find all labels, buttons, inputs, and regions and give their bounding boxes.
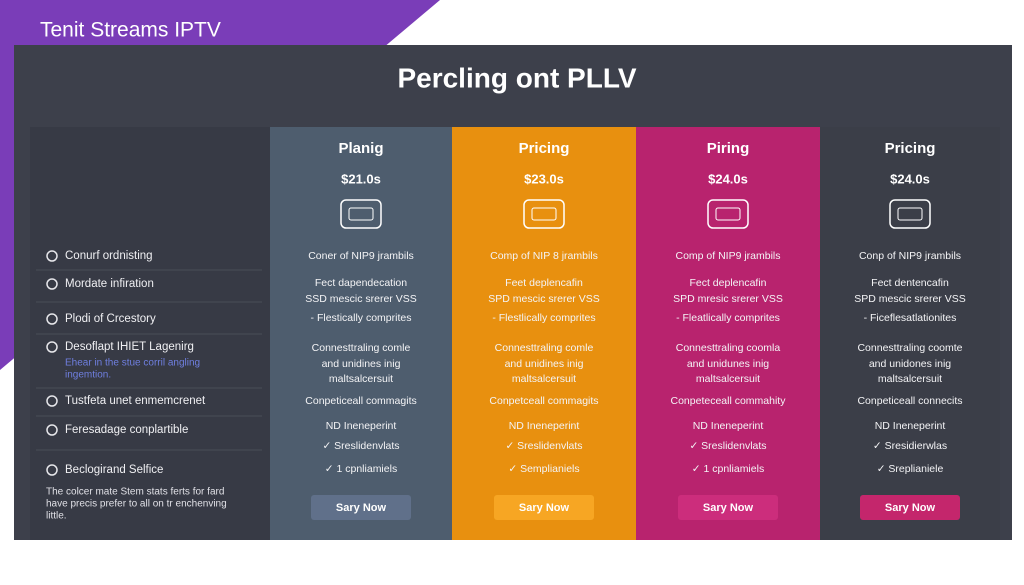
plan-icon <box>340 199 382 229</box>
plan-feature: ND Ineneperint <box>326 420 397 432</box>
plan-feature: maltsalcersuit <box>696 373 760 385</box>
plan-icon-inner <box>348 207 374 221</box>
plan-name: Pricing <box>885 140 936 157</box>
feature-icon <box>46 464 58 476</box>
plan-feature: and unidones inig <box>869 358 951 370</box>
plan-button-label[interactable]: Sary Now <box>519 502 570 514</box>
feature-note: have precis prefer to all on tr enchenvi… <box>46 499 227 510</box>
plan-feature: ND Ineneperint <box>509 420 580 432</box>
plan-icon <box>523 199 565 229</box>
plan-feature: ✓ Sreplianiele <box>877 463 944 475</box>
plan-feature: - Flestlically comprites <box>492 312 595 324</box>
plan-feature: Conpeteceall commahity <box>671 395 787 407</box>
plan-feature: Coner of NIP9 jrambils <box>308 250 414 262</box>
plan-price: $21.0s <box>341 171 381 186</box>
plan-button-label[interactable]: Sary Now <box>885 502 936 514</box>
feature-note: Ehear in the stue corril angling <box>65 358 200 369</box>
plan-button-label[interactable]: Sary Now <box>336 502 387 514</box>
feature-label: Beclogirand Selfice <box>65 464 163 476</box>
plan-feature: ND Ineneperint <box>693 420 764 432</box>
plan-name: Piring <box>707 140 750 157</box>
plan-feature: ND Ineneperint <box>875 420 946 432</box>
plan-column <box>636 127 820 540</box>
plan-feature: ✓ Sreslidenvlats <box>689 440 766 452</box>
plan-feature: SPD mescic srerer VSS <box>488 293 599 305</box>
feature-note: ingemtion. <box>65 370 111 381</box>
feature-icon <box>46 341 58 353</box>
feature-icon <box>46 313 58 325</box>
plan-icon-inner <box>715 207 741 221</box>
plan-button[interactable] <box>860 495 960 520</box>
feature-note: The colcer mate Stem stats ferts for far… <box>46 487 224 498</box>
plan-price: $24.0s <box>708 171 748 186</box>
plan-icon-inner <box>531 207 557 221</box>
plan-feature: and unidines inig <box>505 358 584 370</box>
plan-feature: Feet deplencafin <box>505 277 583 289</box>
plan-price: $24.0s <box>890 171 930 186</box>
feature-icon <box>46 395 58 407</box>
plan-button[interactable] <box>311 495 411 520</box>
plan-feature: Fect dentencafin <box>871 277 949 289</box>
feature-label: Plodi of Crcestory <box>65 313 156 325</box>
pricing-table: Conurf ordnisting Mordate infiration Plodi… <box>36 127 1000 540</box>
plan-feature: Conpeticeall commagits <box>305 395 416 407</box>
plan-feature: SSD mescic srerer VSS <box>305 293 416 305</box>
plan-feature: SPD mescic srerer VSS <box>854 293 965 305</box>
page-title: Percling ont PLLV <box>397 62 636 93</box>
plan-feature: ✓ 1 cpnliamiels <box>325 463 397 475</box>
plan-feature: and unidunes inig <box>687 358 769 370</box>
plan-feature: Conpeticeall connecits <box>857 395 962 407</box>
plan-feature: maltsalcersuit <box>329 373 393 385</box>
plan-feature: maltsalcersuit <box>512 373 576 385</box>
plan-column <box>820 127 1000 540</box>
plan-feature: ✓ 1 cpnliamiels <box>692 463 764 475</box>
plan-feature: ✓ Sreslidenvlats <box>322 440 399 452</box>
plan-feature: Comp of NIP9 jrambils <box>675 250 780 262</box>
plan-feature: Connesttraling comle <box>495 342 594 354</box>
feature-note: little. <box>46 511 67 522</box>
plan-price: $23.0s <box>524 171 564 186</box>
plan-icon-inner <box>897 207 923 221</box>
plan-column <box>452 127 636 540</box>
plan-feature: ✓ Sresidierwlas <box>873 440 947 452</box>
plan-icon <box>707 199 749 229</box>
feature-label: Desoflapt IHIET Lagenirg <box>65 341 194 353</box>
plan-feature: Fect dapendecation <box>315 277 407 289</box>
plan-feature: maltsalcersuit <box>878 373 942 385</box>
plan-icon <box>889 199 931 229</box>
plan-feature: ✓ Sreslidenvlats <box>505 440 582 452</box>
feature-label: Conurf ordnisting <box>65 250 153 262</box>
plan-feature: ✓ Semplianiels <box>508 463 579 475</box>
feature-label: Mordate infiration <box>65 278 154 290</box>
brand: Tenit Streams IPTV <box>40 19 221 42</box>
plan-feature: Conpetceall commagits <box>489 395 598 407</box>
feature-icon <box>46 278 58 290</box>
feature-label: Feresadage conplartible <box>65 424 188 436</box>
plan-feature: SPD mresic srerer VSS <box>673 293 783 305</box>
feature-label: Tustfeta unet enmemcrenet <box>65 395 206 407</box>
plan-button-label[interactable]: Sary Now <box>703 502 754 514</box>
plan-name: Planig <box>338 140 383 157</box>
feature-icon <box>46 250 58 262</box>
feature-icon <box>46 424 58 436</box>
plan-feature: and unidines inig <box>322 358 401 370</box>
plan-feature: Connesttraling coomla <box>676 342 781 354</box>
plan-feature: Connesttraling comle <box>312 342 411 354</box>
plan-feature: Conp of NIP9 jrambils <box>859 250 961 262</box>
plan-button[interactable] <box>678 495 778 520</box>
plan-feature: Fect deplencafin <box>689 277 766 289</box>
plan-button[interactable] <box>494 495 594 520</box>
plan-column <box>270 127 452 540</box>
plan-feature: - Flestically comprites <box>311 312 412 324</box>
plan-feature: - Fleatlically comprites <box>676 312 780 324</box>
plan-name: Pricing <box>519 140 570 157</box>
plan-feature: Connesttraling coomte <box>857 342 962 354</box>
plan-feature: Comp of NIP 8 jrambils <box>490 250 598 262</box>
plan-feature: - Ficeflesatlationites <box>864 312 957 324</box>
